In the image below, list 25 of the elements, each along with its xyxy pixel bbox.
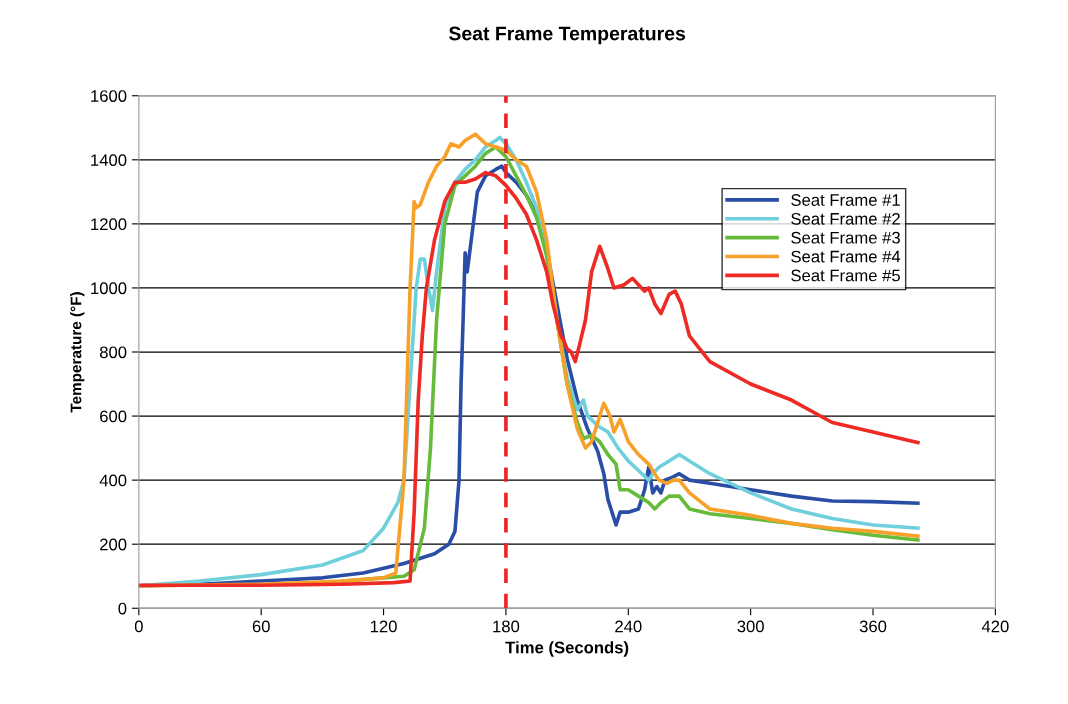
y-tick-label: 200: [100, 538, 127, 551]
x-tick-label: 300: [737, 620, 764, 633]
legend-label: Seat Frame #1: [791, 194, 900, 206]
legend-label: Seat Frame #2: [791, 212, 900, 225]
y-tick-label: 800: [99, 346, 127, 359]
y-tick-label: 1200: [91, 218, 127, 231]
legend-label: Seat Frame #3: [791, 231, 900, 244]
x-tick-label: 120: [370, 620, 397, 633]
y-tick-label: 1000: [91, 282, 127, 295]
x-tick-label: 180: [493, 620, 520, 633]
x-tick-label: 360: [859, 620, 887, 633]
chart-title: Seat Frame Temperatures: [448, 26, 686, 45]
y-axis-title: Temperature (°F): [70, 292, 85, 413]
y-tick-label: 1600: [91, 90, 127, 102]
x-tick-label: 0: [134, 620, 143, 633]
x-axis-title: Time (Seconds): [505, 641, 629, 657]
x-tick-label: 240: [615, 620, 642, 633]
x-tick-label: 420: [981, 620, 1009, 633]
legend-label: Seat Frame #4: [791, 250, 901, 263]
y-tick-label: 0: [118, 602, 127, 615]
legend-label: Seat Frame #5: [791, 269, 900, 282]
y-tick-label: 600: [100, 410, 127, 423]
y-tick-label: 400: [99, 474, 127, 487]
x-tick-label: 60: [252, 620, 270, 633]
y-tick-label: 1400: [91, 154, 127, 167]
